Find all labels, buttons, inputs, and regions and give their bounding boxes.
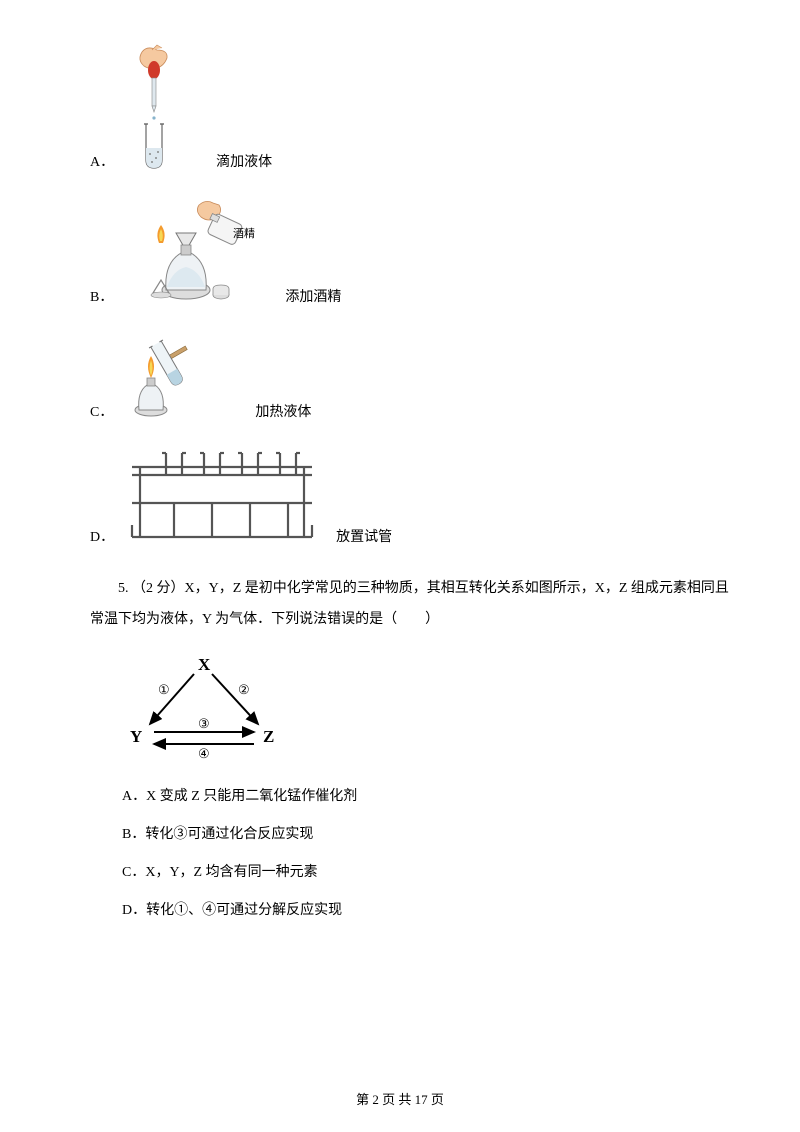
option-d-row: D． <box>90 445 730 550</box>
option-b-label: B． <box>90 286 113 306</box>
option-d-label: D． <box>90 526 114 546</box>
option-c-label: C． <box>90 401 113 421</box>
test-tube-rack-icon <box>122 445 322 545</box>
option-a-figure <box>122 40 202 175</box>
edge-label-3: ③ <box>198 716 210 731</box>
dropper-icon <box>122 40 202 170</box>
option-c-figure <box>121 330 241 425</box>
option-d-text: 放置试管 <box>336 526 392 546</box>
option-d-figure <box>122 445 322 550</box>
edge-label-1: ① <box>158 682 170 697</box>
choice-c: C．X，Y，Z 均含有同一种元素 <box>122 861 730 881</box>
option-b-row: B． 酒精 添加酒精 <box>90 195 730 310</box>
question-5-choices: A．X 变成 Z 只能用二氧化锰作催化剂 B．转化③可通过化合反应实现 C．X，… <box>90 785 730 919</box>
alcohol-bottle-label: 酒精 <box>233 227 255 240</box>
alcohol-burner-icon: 酒精 <box>121 195 271 305</box>
option-a-row: A． 滴加液体 <box>90 40 730 175</box>
option-b-figure: 酒精 <box>121 195 271 310</box>
question-5-diagram: X Y Z ① ② ③ ④ <box>118 652 730 767</box>
option-a-text: 滴加液体 <box>216 151 272 171</box>
page-footer: 第 2 页 共 17 页 <box>0 1089 800 1108</box>
node-x: X <box>198 655 211 674</box>
edge-label-2: ② <box>238 682 250 697</box>
choice-b: B．转化③可通过化合反应实现 <box>122 823 730 843</box>
option-c-text: 加热液体 <box>255 401 311 421</box>
choice-a: A．X 变成 Z 只能用二氧化锰作催化剂 <box>122 785 730 805</box>
option-c-row: C． 加热液体 <box>90 330 730 425</box>
option-a-label: A． <box>90 151 114 171</box>
node-y: Y <box>130 727 142 746</box>
xyz-diagram-icon: X Y Z ① ② ③ ④ <box>118 652 288 762</box>
question-5-text: 5. （2 分）X，Y，Z 是初中化学常见的三种物质，其相互转化关系如图所示，X… <box>90 574 730 636</box>
node-z: Z <box>263 727 274 746</box>
heating-icon <box>121 330 241 420</box>
choice-d: D．转化①、④可通过分解反应实现 <box>122 899 730 919</box>
edge-label-4: ④ <box>198 746 210 761</box>
option-b-text: 添加酒精 <box>285 286 341 306</box>
